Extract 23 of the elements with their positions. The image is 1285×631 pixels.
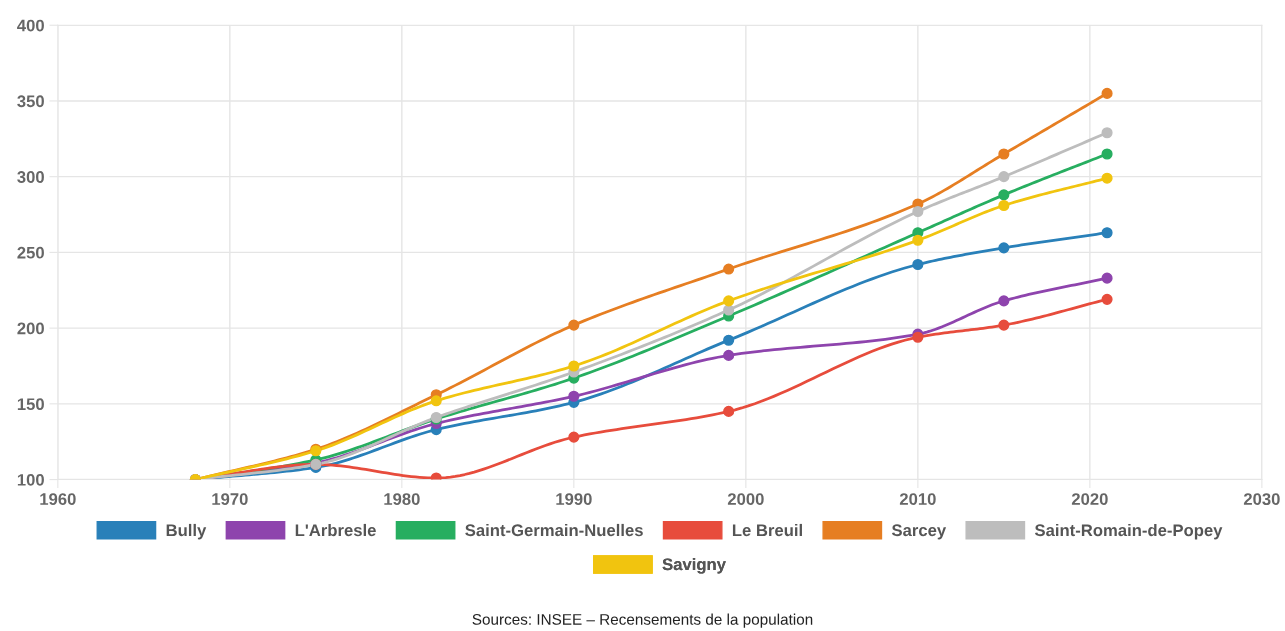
x-tick-label: 2030: [1243, 493, 1280, 506]
y-tick-label: 300: [17, 171, 44, 183]
x-tick-label: 2000: [727, 493, 764, 505]
y-tick-label: 250: [17, 246, 44, 259]
source-note: Sources: INSEE – Recensements de la population: [472, 613, 813, 628]
x-tick-label: 1990: [556, 493, 592, 505]
legend-label: Sarcey: [891, 524, 947, 540]
x-tick-label: 1980: [384, 493, 420, 505]
legend-label: Saint-Germain-Nuelles: [465, 523, 643, 537]
y-tick-label: 200: [17, 322, 44, 335]
legend-label: Bully: [166, 523, 207, 540]
legend-label: Saint-Romain-de-Popey: [1034, 523, 1223, 540]
legend-label: Savigny: [662, 557, 726, 574]
y-tick-label: 100: [17, 473, 44, 486]
x-tick-label: 2020: [1071, 493, 1108, 505]
legend-label: L'Arbresle: [295, 523, 376, 537]
x-tick-label: 1960: [40, 493, 76, 505]
legend-label: Le Breuil: [732, 523, 802, 537]
y-tick-label: 400: [17, 19, 44, 32]
x-tick-label: 1970: [212, 493, 248, 505]
y-tick-label: 150: [17, 398, 44, 411]
x-tick-label: 2010: [899, 493, 936, 505]
y-tick-label: 350: [17, 95, 44, 108]
